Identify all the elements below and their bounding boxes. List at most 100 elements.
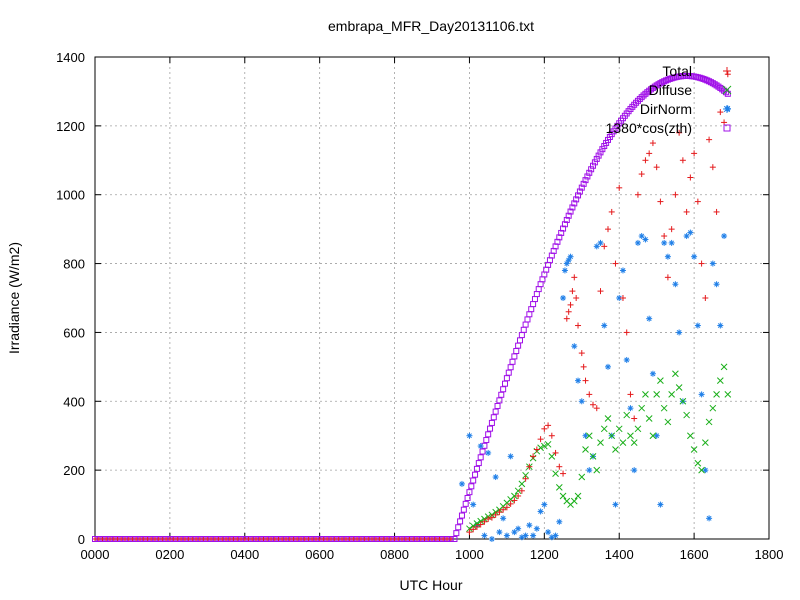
total-baseline-point bbox=[171, 537, 176, 541]
series-2-point-b bbox=[485, 450, 491, 456]
series-0-point bbox=[717, 109, 724, 116]
series-2-point-b bbox=[534, 526, 540, 532]
series-2-point-b bbox=[717, 323, 723, 328]
cos-point bbox=[603, 139, 610, 146]
series-2-point-b bbox=[545, 529, 551, 535]
series-1-point bbox=[612, 446, 619, 453]
series-1-point-b bbox=[701, 439, 709, 446]
total-baseline-point bbox=[242, 537, 247, 541]
total-baseline-point bbox=[373, 537, 378, 541]
series-2-point-b bbox=[586, 467, 592, 473]
series-1-point-b bbox=[578, 473, 586, 481]
series-1-point bbox=[638, 404, 646, 412]
series-1-point bbox=[634, 425, 642, 433]
cos-point bbox=[698, 75, 705, 82]
series-1-point bbox=[578, 473, 586, 481]
series-0-point bbox=[470, 526, 477, 533]
series-0-point bbox=[518, 487, 525, 494]
series-2-point-b bbox=[562, 268, 568, 273]
total-baseline-point bbox=[403, 537, 408, 541]
total-baseline-point bbox=[224, 537, 229, 541]
total-baseline-point bbox=[164, 537, 169, 541]
series-2-point-b bbox=[702, 467, 708, 473]
cos-point bbox=[565, 212, 572, 219]
series-2-point-b bbox=[560, 295, 566, 301]
total-baseline-point bbox=[265, 537, 270, 541]
cos-point bbox=[576, 188, 583, 195]
series-0-point bbox=[593, 405, 600, 412]
series-1-point-b bbox=[638, 404, 646, 412]
series-0-point bbox=[604, 226, 611, 233]
series-1-point bbox=[709, 404, 717, 412]
y-tick-label: 1200 bbox=[56, 119, 85, 134]
series-2-point-b bbox=[601, 323, 607, 328]
series-2-point bbox=[601, 322, 608, 329]
y-axis-label: Irradiance (W/m2) bbox=[6, 242, 22, 354]
series-2-point-b bbox=[624, 357, 630, 363]
total-baseline-point bbox=[182, 537, 187, 541]
total-baseline-point bbox=[186, 537, 191, 541]
series-1-point bbox=[555, 484, 563, 491]
cos-point bbox=[638, 94, 645, 101]
series-2-point-b bbox=[493, 474, 499, 480]
cos-point bbox=[571, 200, 578, 207]
series-0-point bbox=[623, 329, 630, 336]
series-2-point-b bbox=[605, 364, 611, 370]
total-baseline-point bbox=[441, 537, 446, 541]
grid bbox=[95, 57, 769, 539]
series-1-point-b bbox=[593, 466, 601, 474]
series-1-point-b bbox=[720, 363, 728, 371]
series-2-point bbox=[619, 267, 626, 274]
series-0-point bbox=[676, 129, 683, 136]
series-1-point bbox=[630, 439, 638, 446]
series-2-point bbox=[593, 243, 600, 250]
cos-point bbox=[640, 92, 647, 99]
legend-markers bbox=[722, 67, 732, 132]
cos-point bbox=[558, 229, 565, 236]
total-baseline-point bbox=[141, 537, 146, 541]
series-2-point-b bbox=[631, 467, 637, 473]
total-baseline-point bbox=[216, 537, 221, 541]
total-baseline-point bbox=[175, 537, 180, 541]
cos-point bbox=[661, 78, 668, 85]
total-baseline-point bbox=[407, 537, 412, 541]
total-baseline-point bbox=[388, 537, 393, 541]
series-1-point-b bbox=[559, 492, 567, 500]
cos-point bbox=[580, 180, 587, 187]
series-1-point bbox=[701, 439, 709, 446]
series-0-point bbox=[713, 208, 720, 215]
series-1-point bbox=[597, 439, 604, 446]
series-1-point bbox=[724, 391, 732, 398]
total-baseline-point bbox=[250, 537, 255, 541]
cos-point bbox=[496, 397, 503, 404]
legend-marker-diffuse-b bbox=[722, 85, 732, 95]
cos-point bbox=[477, 454, 484, 461]
series-1-point bbox=[720, 363, 728, 371]
series-0-point bbox=[580, 363, 587, 370]
series-0-point bbox=[569, 288, 576, 295]
total-baseline-point bbox=[418, 537, 423, 541]
series-1-point bbox=[698, 466, 705, 474]
series-2-point bbox=[702, 467, 709, 474]
total-baseline-point bbox=[268, 537, 273, 541]
total-baseline-point bbox=[444, 537, 449, 541]
y-tick-label: 200 bbox=[63, 463, 85, 478]
series-2-point bbox=[646, 315, 653, 322]
series-2-point-b bbox=[616, 295, 622, 301]
series-1-point-b bbox=[469, 522, 477, 530]
series-2-point bbox=[561, 267, 568, 274]
cos-point bbox=[458, 512, 465, 519]
series-2-point-b bbox=[478, 443, 484, 449]
series-2-point-b bbox=[481, 533, 487, 539]
series-2-point-b bbox=[684, 233, 690, 239]
series-2-point-b bbox=[556, 519, 562, 525]
series-0-point bbox=[627, 391, 634, 398]
series-2-point-b bbox=[620, 268, 626, 273]
cos-point bbox=[453, 530, 460, 537]
series-1-point bbox=[690, 446, 698, 453]
series-0-point bbox=[724, 71, 731, 78]
series-1-point bbox=[653, 391, 661, 398]
series-0-point bbox=[496, 509, 503, 516]
series-1-point-b bbox=[477, 517, 485, 525]
series-1-point bbox=[466, 525, 473, 533]
